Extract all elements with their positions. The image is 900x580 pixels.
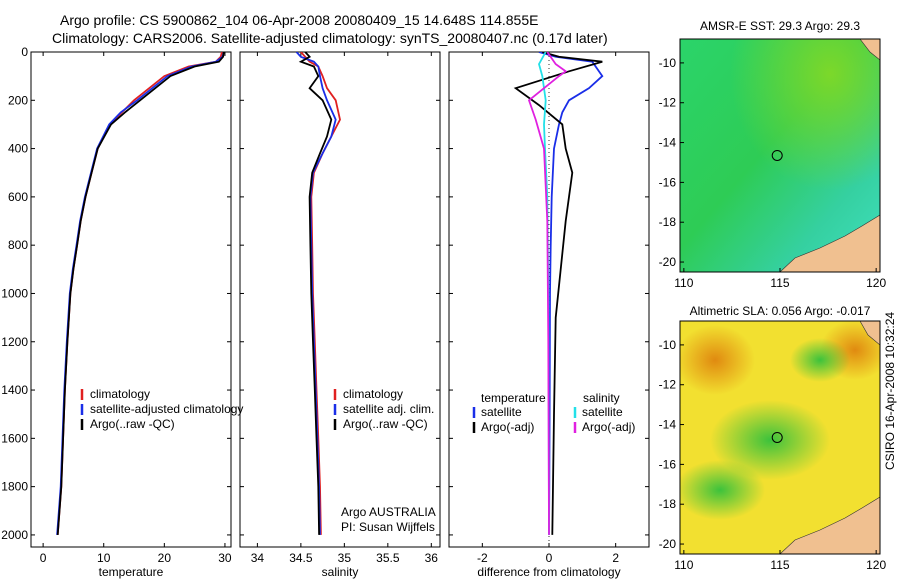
legend-label: Argo(..raw -QC) [90, 417, 175, 431]
map-y-tick-label: -16 [659, 457, 677, 471]
legend-label: climatology [90, 387, 150, 401]
series-line-climatology [56, 52, 223, 535]
map-y-tick-label: -12 [659, 96, 677, 110]
legend-label: satellite [481, 405, 522, 419]
map-y-tick-label: -18 [659, 215, 677, 229]
profile-location-marker [771, 431, 783, 443]
map-y-tick-label: -10 [659, 56, 677, 70]
x-axis-label: temperature [99, 565, 164, 579]
y-tick-label: 800 [8, 238, 28, 252]
x-tick-label: 35.5 [376, 551, 400, 565]
x-axis-label: difference from climatology [477, 565, 620, 579]
sst-warm-patch [680, 39, 880, 272]
sla-low-north [790, 338, 850, 382]
figure-title-line2: Climatology: CARS2006. Satellite-adjuste… [52, 30, 608, 46]
series-group [56, 52, 225, 535]
legend-label: satellite [582, 405, 623, 419]
y-tick-label: 400 [8, 142, 28, 156]
y-tick-label: 1800 [1, 480, 28, 494]
y-tick-label: 0 [21, 45, 28, 59]
legend-panel-3: temperature salinitysatelliteArgo(-adj)sa… [472, 391, 635, 434]
x-tick-label: 30 [218, 551, 232, 565]
map-y-tick-label: -16 [659, 175, 677, 189]
sla-high-west [680, 325, 755, 395]
x-axis-label: salinity [322, 565, 359, 579]
series-line-temperature-satellite [538, 52, 604, 535]
sst-land-north [859, 39, 880, 61]
annotation-pi: PI: Susan Wijffels [341, 520, 435, 534]
map-axes-1: AMSR-E SST: 29.3 Argo: 29.3 110 115 120 -10 -… [659, 19, 887, 290]
sla-low-south [680, 460, 765, 520]
sst-map [680, 39, 880, 272]
map-x-tick-label: 120 [866, 276, 886, 290]
series-line-satellite [56, 52, 225, 535]
figure-title-line1: Argo profile: CS 5900862_104 06-Apr-2008… [60, 12, 539, 28]
annotation-institution: Argo AUSTRALIA [341, 505, 436, 519]
legend-heading-temperature: temperature [481, 391, 546, 405]
panel-frame [30, 51, 232, 548]
profile-panel-1: 0 10 20 30 temperature 0 200 400 600 800 1000 1200 1… [1, 45, 232, 579]
series-group [513, 52, 604, 535]
map-x-tick-label: 115 [770, 558, 789, 572]
legend-label: Argo(-adj) [582, 420, 635, 434]
profile-panel-2: 34 34.5 35 35.5 36 salinity [239, 51, 441, 579]
y-tick-label: 2000 [1, 528, 28, 542]
map-y-tick-label: -18 [659, 497, 677, 511]
y-tick-label: 1600 [1, 431, 28, 445]
x-tick-label: 0 [40, 551, 47, 565]
map-y-tick-label: -14 [659, 136, 677, 150]
series-line-argo [298, 52, 333, 535]
profile-location-marker [771, 149, 783, 161]
series-group [295, 52, 341, 535]
y-tick-label: 200 [8, 93, 28, 107]
legend-label: Argo(-adj) [481, 420, 534, 434]
series-line-argo [56, 52, 225, 535]
map-axes-2: Altimetric SLA: 0.056 Argo: -0.017 110 115… [659, 304, 887, 572]
legend-heading-salinity: salinity [583, 391, 620, 405]
map-title: Altimetric SLA: 0.056 Argo: -0.017 [690, 304, 871, 318]
x-tick-label: 35 [338, 551, 352, 565]
x-tick-label: -2 [477, 551, 488, 565]
legend-label: Argo(..raw -QC) [343, 417, 428, 431]
sla-map [680, 321, 880, 554]
map-y-tick-label: -20 [659, 255, 677, 269]
y-tick-label: 1200 [1, 335, 28, 349]
x-tick-label: 36 [425, 551, 439, 565]
x-tick-label: 34 [251, 551, 265, 565]
map-x-tick-label: 120 [866, 558, 886, 572]
x-tick-label: 10 [97, 551, 111, 565]
x-tick-label: 2 [612, 551, 619, 565]
x-tick-label: 20 [158, 551, 172, 565]
map-x-tick-label: 115 [770, 276, 789, 290]
y-tick-label: 1000 [1, 286, 28, 300]
map-y-tick-label: -10 [659, 338, 677, 352]
sla-land-north [859, 321, 880, 346]
sla-low-center [710, 400, 830, 480]
x-tick-label: 0 [546, 551, 553, 565]
panel-frame [239, 51, 441, 548]
map-x-tick-label: 110 [674, 558, 693, 572]
x-tick-label: 34.5 [289, 551, 313, 565]
legend-label: satellite adj. clim. [343, 402, 434, 416]
y-tick-label: 600 [8, 190, 28, 204]
map-y-tick-label: -14 [659, 418, 677, 432]
sst-land-coast [779, 214, 880, 272]
sla-land-coast [779, 496, 880, 554]
y-tick-label: 1400 [1, 383, 28, 397]
map-y-tick-label: -12 [659, 378, 677, 392]
map-y-tick-label: -20 [659, 537, 677, 551]
legend-label: climatology [343, 387, 403, 401]
legend-label: satellite-adjusted climatology [90, 402, 243, 416]
map-title: AMSR-E SST: 29.3 Argo: 29.3 [700, 19, 860, 33]
map-x-tick-label: 110 [674, 276, 693, 290]
series-line-salinity-argo-adj- [527, 52, 568, 535]
series-line-temperature-argo-adj- [513, 52, 603, 535]
